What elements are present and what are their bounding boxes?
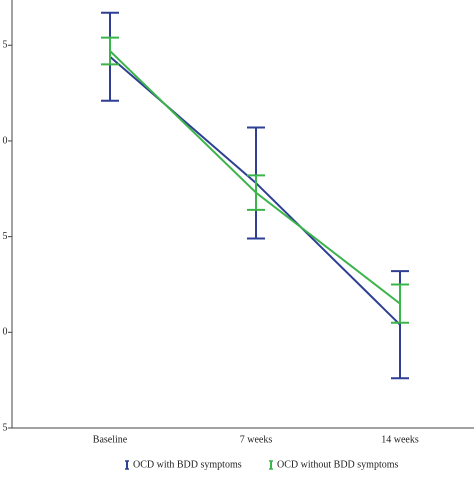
- x-tick-label: Baseline: [93, 434, 128, 445]
- y-tick-label: 0: [3, 327, 8, 338]
- y-tick-label: 5: [3, 422, 8, 433]
- legend-label: OCD without BDD symptoms: [277, 459, 399, 470]
- x-tick-label: 7 weeks: [240, 434, 273, 445]
- y-tick-label: 0: [3, 135, 8, 146]
- y-tick-label: 5: [3, 40, 8, 51]
- x-tick-label: 14 weeks: [381, 434, 419, 445]
- legend-label: OCD with BDD symptoms: [133, 459, 242, 470]
- y-tick-label: 5: [3, 231, 8, 242]
